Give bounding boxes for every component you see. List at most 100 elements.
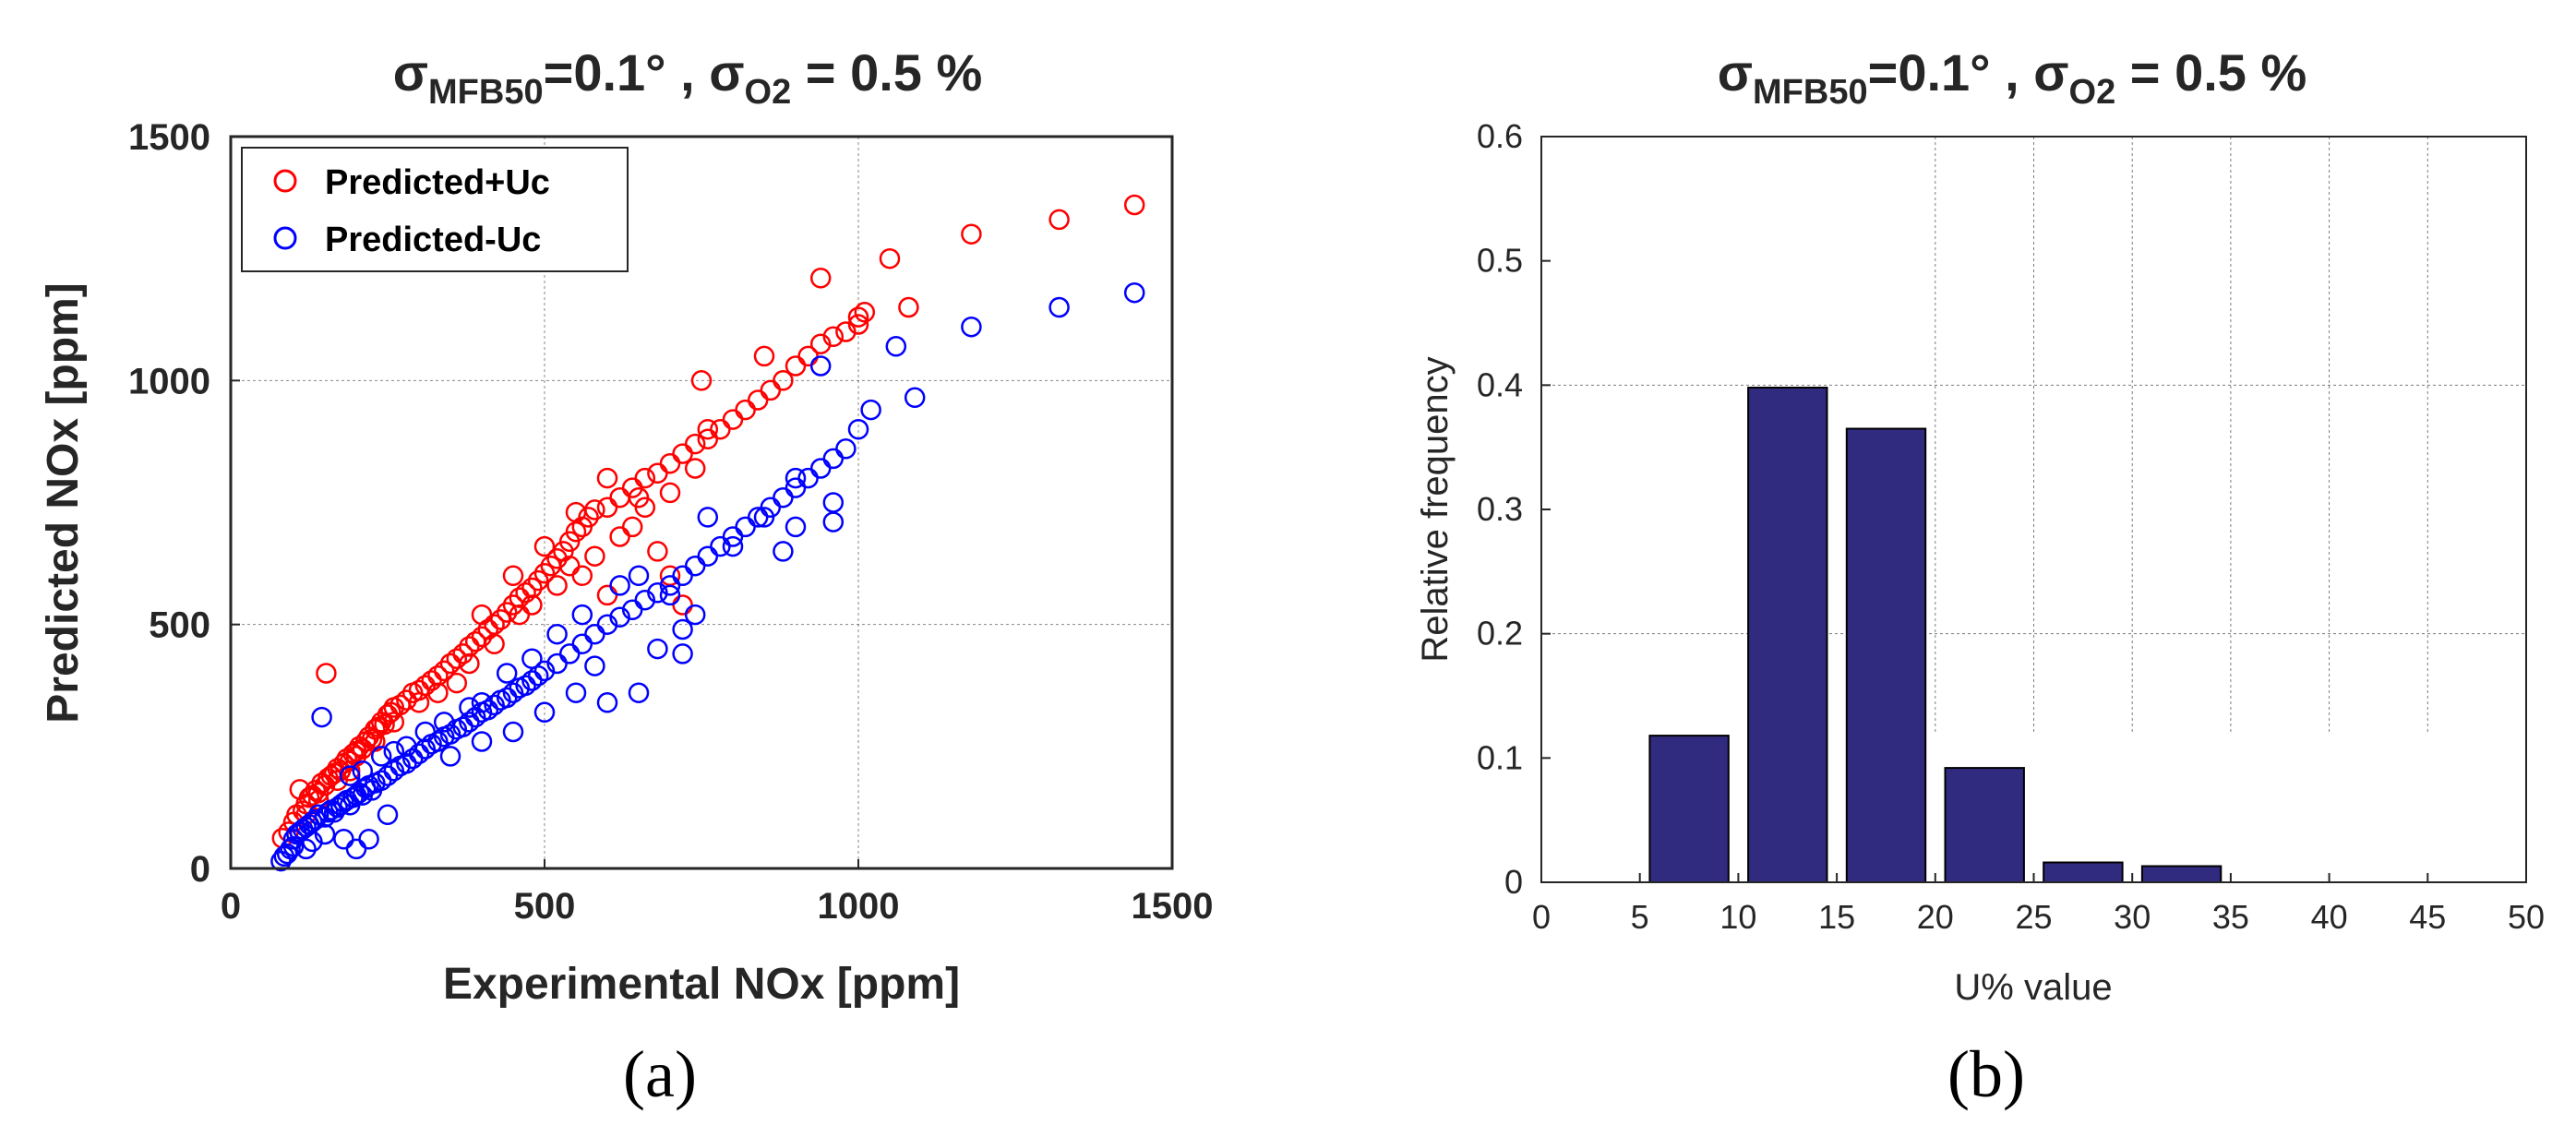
legend-label-predicted-plus-uc: Predicted+Uc [325, 163, 550, 202]
point-predicted-minus-uc [697, 545, 719, 567]
x-tick-label: 30 [2114, 898, 2151, 936]
point-predicted-minus-uc [584, 623, 605, 645]
point-predicted-plus-uc [408, 692, 430, 713]
point-predicted-plus-uc [634, 467, 656, 489]
point-predicted-minus-uc [484, 694, 505, 716]
point-predicted-plus-uc [584, 545, 605, 567]
point-predicted-minus-uc [439, 724, 461, 745]
point-predicted-plus-uc [647, 541, 668, 562]
point-predicted-minus-uc [785, 467, 807, 489]
point-predicted-minus-uc [961, 316, 982, 338]
point-predicted-minus-uc [697, 507, 719, 528]
point-predicted-minus-uc [684, 555, 706, 577]
point-predicted-minus-uc [282, 835, 305, 857]
point-predicted-plus-uc [578, 507, 599, 528]
point-predicted-minus-uc [809, 458, 832, 479]
point-predicted-minus-uc [809, 355, 832, 377]
bar [1845, 427, 1927, 883]
point-predicted-plus-uc [383, 712, 405, 733]
point-predicted-minus-uc [684, 604, 706, 626]
point-predicted-plus-uc [879, 247, 901, 269]
point-predicted-minus-uc [628, 565, 650, 587]
legend-box [241, 147, 629, 272]
x-tick-label: 500 [514, 886, 576, 927]
panel-label-b: (b) [1947, 1037, 2025, 1111]
point-predicted-plus-uc [446, 648, 468, 669]
chart-a-axes-box [229, 135, 1174, 870]
point-predicted-plus-uc [609, 526, 630, 547]
chart-a-ticks: 0 500 1000 1500 0 500 1000 1500 [128, 117, 1213, 927]
point-predicted-minus-uc [377, 804, 399, 826]
point-predicted-minus-uc [735, 516, 756, 538]
point-predicted-plus-uc [773, 370, 794, 391]
point-predicted-minus-uc [314, 823, 336, 845]
point-predicted-minus-uc [305, 808, 327, 831]
chart-a-xlabel: Experimental NOx [ppm] [443, 960, 960, 1009]
point-predicted-plus-uc [502, 565, 524, 587]
point-predicted-minus-uc [370, 746, 392, 767]
point-predicted-minus-uc [571, 604, 593, 626]
point-predicted-minus-uc [722, 535, 744, 557]
point-predicted-plus-uc [961, 223, 982, 245]
x-tick-label: 1500 [1132, 886, 1214, 927]
point-predicted-minus-uc [358, 829, 379, 850]
point-predicted-minus-uc [295, 838, 317, 860]
point-predicted-plus-uc [515, 582, 536, 604]
point-predicted-minus-uc [773, 486, 794, 509]
x-tick-label: 25 [2015, 898, 2052, 936]
point-predicted-plus-uc [316, 663, 337, 684]
chart-b-ylabel: Relative frequency [1415, 356, 1456, 662]
y-tick-label: 500 [149, 605, 210, 646]
point-predicted-minus-uc [302, 831, 323, 853]
point-predicted-plus-uc [735, 399, 756, 421]
point-predicted-plus-uc [747, 389, 769, 411]
x-tick-label: 5 [1631, 898, 1649, 936]
point-predicted-minus-uc [502, 682, 524, 703]
point-predicted-minus-uc [847, 418, 869, 440]
point-predicted-plus-uc [459, 652, 480, 675]
legend-label-predicted-minus-uc: Predicted-Uc [325, 221, 541, 259]
x-tick-label: 0 [1532, 898, 1551, 936]
point-predicted-plus-uc [847, 314, 869, 335]
point-predicted-plus-uc [490, 609, 511, 630]
point-predicted-plus-uc [684, 458, 706, 479]
point-predicted-minus-uc [471, 731, 493, 752]
x-tick-label: 15 [1818, 898, 1855, 936]
point-predicted-minus-uc [352, 760, 374, 782]
point-predicted-minus-uc [414, 721, 437, 743]
point-predicted-plus-uc [809, 333, 832, 354]
point-predicted-plus-uc [521, 577, 543, 599]
point-predicted-plus-uc [634, 497, 656, 519]
point-predicted-minus-uc [533, 660, 556, 682]
y-tick-label: 0.5 [1477, 242, 1523, 280]
point-predicted-minus-uc [672, 565, 693, 587]
point-predicted-minus-uc [333, 829, 354, 850]
point-predicted-minus-uc [571, 633, 593, 655]
point-predicted-plus-uc [672, 594, 693, 616]
point-predicted-minus-uc [822, 492, 845, 513]
point-predicted-plus-uc [484, 633, 505, 655]
point-predicted-minus-uc [439, 746, 461, 767]
point-predicted-plus-uc [521, 594, 543, 616]
point-predicted-plus-uc [684, 433, 706, 455]
point-predicted-plus-uc [533, 562, 556, 584]
point-predicted-minus-uc [822, 511, 845, 533]
point-predicted-plus-uc [659, 482, 681, 504]
y-tick-label: 0.2 [1477, 615, 1523, 652]
point-predicted-plus-uc [307, 782, 329, 804]
point-predicted-plus-uc [809, 268, 832, 289]
y-tick-label: 0.6 [1477, 117, 1523, 155]
point-predicted-plus-uc [471, 626, 493, 648]
bar-chart-b: σMFB50=0.1° , σO2 = 0.5 % 0 5 10 15 20 25 30 35… [1415, 43, 2545, 1111]
point-predicted-plus-uc [722, 409, 744, 430]
chart-a-points [270, 194, 1145, 872]
point-predicted-plus-uc [374, 713, 395, 736]
chart-b-title: σMFB50=0.1° , σO2 = 0.5 % [1718, 43, 2307, 112]
point-predicted-minus-uc [860, 399, 881, 421]
point-predicted-plus-uc [1048, 209, 1070, 231]
point-predicted-plus-uc [854, 302, 876, 323]
point-predicted-minus-uc [647, 638, 668, 660]
point-predicted-plus-uc [760, 379, 782, 401]
x-tick-label: 45 [2409, 898, 2446, 936]
